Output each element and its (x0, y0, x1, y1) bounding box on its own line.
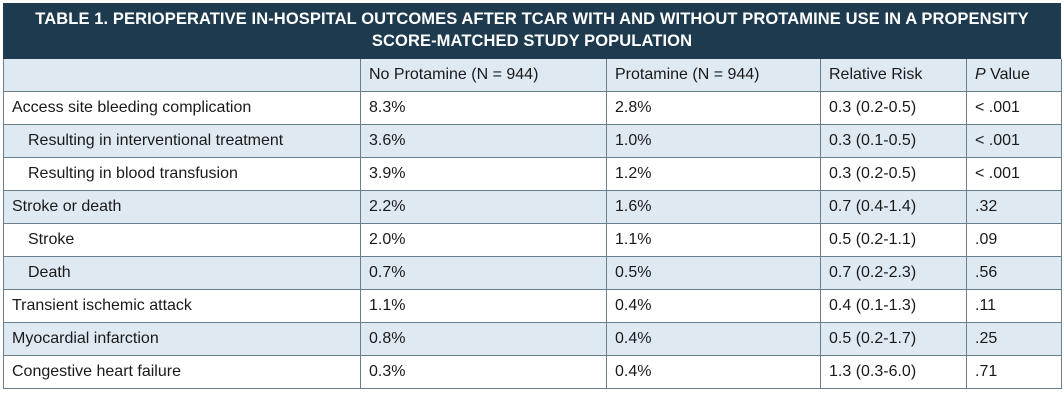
cell-p-value: < .001 (966, 91, 1062, 125)
table-row: Access site bleeding complication 8.3% 2… (3, 91, 1062, 125)
cell-p-value: .56 (966, 256, 1062, 290)
cell-relative-risk: 0.7 (0.4-1.4) (820, 190, 967, 224)
cell-p-value: < .001 (966, 157, 1062, 191)
cell-no-protamine: 0.3% (360, 355, 607, 389)
cell-protamine: 1.0% (606, 124, 821, 158)
cell-relative-risk: 0.3 (0.2-0.5) (820, 91, 967, 125)
header-protamine: Protamine (N = 944) (606, 59, 821, 92)
cell-relative-risk: 0.3 (0.1-0.5) (820, 124, 967, 158)
cell-no-protamine: 0.7% (360, 256, 607, 290)
cell-relative-risk: 0.4 (0.1-1.3) (820, 289, 967, 323)
header-p-value: P Value (966, 59, 1062, 92)
table-row: Congestive heart failure 0.3% 0.4% 1.3 (… (3, 355, 1062, 389)
cell-outcome: Access site bleeding complication (3, 91, 361, 125)
cell-no-protamine: 0.8% (360, 322, 607, 356)
cell-protamine: 0.4% (606, 289, 821, 323)
cell-relative-risk: 0.7 (0.2-2.3) (820, 256, 967, 290)
cell-protamine: 2.8% (606, 91, 821, 125)
cell-relative-risk: 1.3 (0.3-6.0) (820, 355, 967, 389)
table-row: Resulting in blood transfusion 3.9% 1.2%… (3, 157, 1062, 191)
cell-outcome: Transient ischemic attack (3, 289, 361, 323)
cell-protamine: 1.6% (606, 190, 821, 224)
table-row: Transient ischemic attack 1.1% 0.4% 0.4 … (3, 289, 1062, 323)
table-figure: TABLE 1. PERIOPERATIVE IN-HOSPITAL OUTCO… (3, 3, 1062, 399)
cell-protamine: 1.1% (606, 223, 821, 257)
cell-p-value: .11 (966, 289, 1062, 323)
header-relative-risk: Relative Risk (820, 59, 967, 92)
cell-no-protamine: 8.3% (360, 91, 607, 125)
cell-protamine: 0.4% (606, 355, 821, 389)
table-row: Stroke 2.0% 1.1% 0.5 (0.2-1.1) .09 (3, 223, 1062, 257)
header-p-value-rest: Value (985, 66, 1030, 83)
cell-protamine: 1.2% (606, 157, 821, 191)
cell-outcome: Resulting in interventional treatment (3, 124, 361, 158)
cell-p-value: .32 (966, 190, 1062, 224)
cell-outcome: Stroke or death (3, 190, 361, 224)
cell-no-protamine: 3.9% (360, 157, 607, 191)
header-p-value-italic: P (975, 66, 986, 83)
cell-outcome: Myocardial infarction (3, 322, 361, 356)
header-no-protamine: No Protamine (N = 944) (360, 59, 607, 92)
cell-protamine: 0.5% (606, 256, 821, 290)
cell-protamine: 0.4% (606, 322, 821, 356)
header-row: No Protamine (N = 944) Protamine (N = 94… (3, 59, 1062, 92)
cell-outcome: Death (3, 256, 361, 290)
table-row: Resulting in interventional treatment 3.… (3, 124, 1062, 158)
table-row: Stroke or death 2.2% 1.6% 0.7 (0.4-1.4) … (3, 190, 1062, 224)
table-title-line-1: TABLE 1. PERIOPERATIVE IN-HOSPITAL OUTCO… (35, 10, 1029, 28)
cell-outcome: Resulting in blood transfusion (3, 157, 361, 191)
cell-relative-risk: 0.3 (0.2-0.5) (820, 157, 967, 191)
table-title: TABLE 1. PERIOPERATIVE IN-HOSPITAL OUTCO… (3, 3, 1061, 59)
cell-outcome: Congestive heart failure (3, 355, 361, 389)
cell-relative-risk: 0.5 (0.2-1.1) (820, 223, 967, 257)
cell-no-protamine: 1.1% (360, 289, 607, 323)
table-title-line-2: SCORE-MATCHED STUDY POPULATION (371, 32, 693, 50)
outcomes-table: No Protamine (N = 944) Protamine (N = 94… (3, 59, 1062, 389)
cell-no-protamine: 3.6% (360, 124, 607, 158)
cell-no-protamine: 2.2% (360, 190, 607, 224)
cell-no-protamine: 2.0% (360, 223, 607, 257)
cell-p-value: .71 (966, 355, 1062, 389)
cell-outcome: Stroke (3, 223, 361, 257)
table-row: Death 0.7% 0.5% 0.7 (0.2-2.3) .56 (3, 256, 1062, 290)
cell-p-value: .09 (966, 223, 1062, 257)
table-row: Myocardial infarction 0.8% 0.4% 0.5 (0.2… (3, 322, 1062, 356)
cell-p-value: .25 (966, 322, 1062, 356)
header-outcome (3, 59, 361, 92)
cell-p-value: < .001 (966, 124, 1062, 158)
cell-relative-risk: 0.5 (0.2-1.7) (820, 322, 967, 356)
